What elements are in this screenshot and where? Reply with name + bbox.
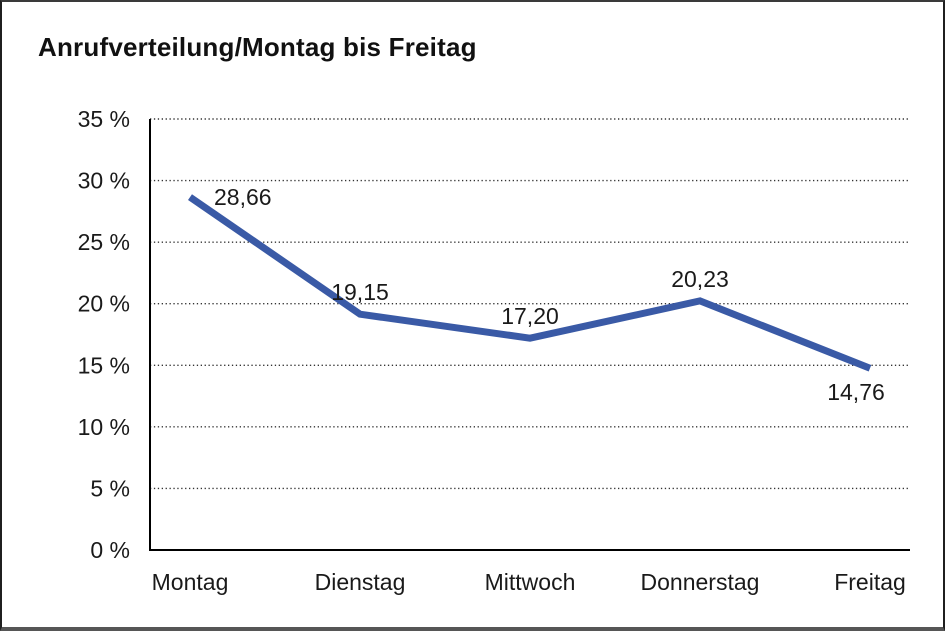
data-label: 17,20	[501, 303, 559, 329]
y-tick-label: 35 %	[78, 106, 130, 132]
data-label: 20,23	[671, 266, 729, 292]
y-tick-label: 20 %	[78, 291, 130, 317]
y-tick-label: 5 %	[90, 475, 130, 501]
series-line	[188, 194, 872, 372]
x-category-label: Dienstag	[315, 569, 406, 595]
y-tick-label: 15 %	[78, 352, 130, 378]
data-label: 28,66	[214, 184, 272, 210]
chart-title: Anrufverteilung/Montag bis Freitag	[38, 32, 477, 62]
x-category-label: Donnerstag	[641, 569, 760, 595]
y-tick-label: 30 %	[78, 168, 130, 194]
data-label: 19,15	[331, 279, 389, 305]
x-category-label: Mittwoch	[485, 569, 576, 595]
x-category-label: Freitag	[834, 569, 906, 595]
y-tick-label: 0 %	[90, 537, 130, 563]
data-label: 14,76	[827, 379, 885, 405]
y-tick-label: 25 %	[78, 229, 130, 255]
y-tick-label: 10 %	[78, 414, 130, 440]
x-category-label: Montag	[152, 569, 229, 595]
